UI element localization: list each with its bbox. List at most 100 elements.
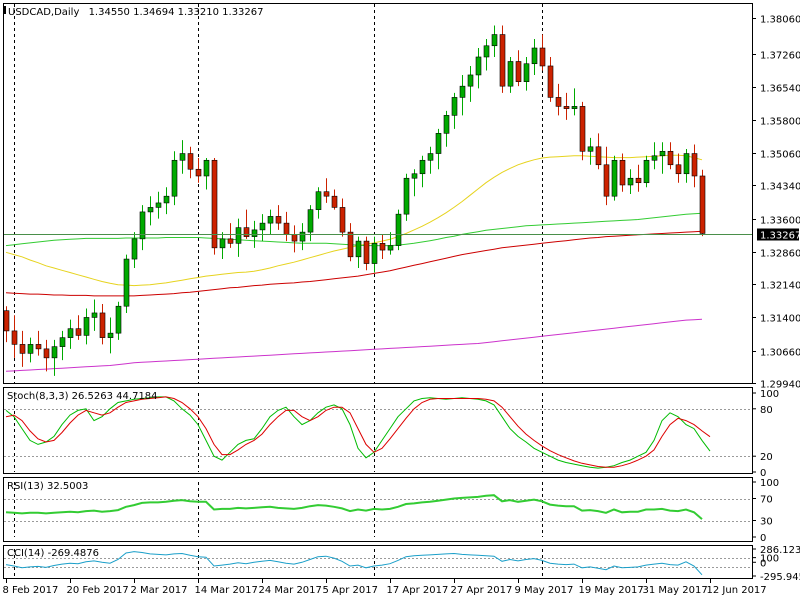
candle-body	[484, 46, 489, 57]
moving-average-line	[6, 155, 702, 285]
candle-body	[68, 329, 73, 338]
candle	[172, 151, 177, 205]
candle-body	[628, 178, 633, 185]
price-panel[interactable]: 1.380601.372601.365401.358001.350601.343…	[3, 4, 800, 391]
candle	[676, 154, 681, 183]
candle-body	[524, 64, 529, 82]
stochastic-lines	[6, 397, 710, 468]
candle	[508, 57, 513, 93]
candle	[12, 315, 17, 358]
rsi-title: RSI(13) 32.5003	[7, 481, 88, 492]
candle	[364, 237, 369, 271]
y-tick-label: 0	[760, 558, 766, 569]
candle-body	[156, 203, 161, 207]
cci-line	[6, 552, 702, 575]
candle	[356, 237, 361, 268]
candle	[180, 140, 185, 174]
cci-title: CCI(14) -269.4876	[7, 548, 99, 559]
candle	[124, 255, 129, 313]
candle-body	[148, 207, 153, 211]
candle-body	[348, 232, 353, 257]
candle-body	[492, 35, 497, 46]
candle-body	[388, 246, 393, 250]
candle-body	[516, 61, 521, 81]
candle	[4, 306, 9, 342]
x-tick-label: 9 May 2017	[515, 585, 574, 596]
candle-body	[588, 147, 593, 151]
candle-body	[508, 61, 513, 86]
candle	[324, 178, 329, 203]
candle	[52, 340, 57, 376]
candle	[612, 156, 617, 201]
y-tick-label: 100	[760, 389, 779, 400]
candle-body	[396, 214, 401, 245]
candle	[404, 174, 409, 221]
candle	[380, 234, 385, 259]
candle-body	[692, 154, 697, 176]
candle-body	[444, 115, 449, 133]
candle-body	[12, 331, 17, 344]
candle	[148, 196, 153, 225]
candle	[268, 210, 273, 235]
candle-body	[204, 160, 209, 176]
candle	[28, 338, 33, 363]
candle-body	[412, 174, 417, 178]
candle-body	[468, 75, 473, 86]
cci-panel[interactable]: 286.12391000-295.9453 CCI(14) -269.4876	[4, 545, 800, 583]
price-y-axis: 1.380601.372601.365401.358001.350601.343…	[752, 15, 800, 391]
candle-body	[180, 154, 185, 161]
candle-body	[532, 48, 537, 64]
candle-body	[436, 133, 441, 153]
candle	[604, 147, 609, 205]
candle-body	[60, 338, 65, 347]
candle	[580, 102, 585, 160]
candle	[540, 35, 545, 71]
candle	[92, 299, 97, 330]
candle-body	[172, 160, 177, 196]
candle	[340, 198, 345, 236]
candle	[332, 189, 337, 209]
period-separators	[15, 4, 543, 383]
candle	[212, 158, 217, 255]
candle-body	[476, 57, 481, 75]
candle	[620, 154, 625, 192]
x-tick-label: 12 Jun 2017	[707, 585, 767, 596]
candle-body	[364, 241, 369, 263]
candle-body	[580, 106, 585, 151]
candle	[316, 187, 321, 218]
candle-body	[500, 35, 505, 87]
candle-body	[124, 259, 129, 306]
candle-body	[132, 239, 137, 259]
candle-body	[316, 192, 321, 210]
candle	[220, 232, 225, 259]
candle-body	[228, 239, 233, 243]
candle-body	[100, 313, 105, 338]
candle	[684, 149, 689, 183]
candle-body	[676, 165, 681, 174]
candle	[660, 142, 665, 173]
cci-panel-frame	[4, 546, 753, 579]
candle	[652, 142, 657, 169]
candle-body	[668, 151, 673, 164]
candle	[420, 156, 425, 187]
candle-body	[164, 196, 169, 203]
y-tick-label: 30	[760, 517, 773, 528]
candle	[492, 26, 497, 57]
candle-body	[284, 223, 289, 234]
candle	[156, 192, 161, 219]
candle-body	[356, 241, 361, 257]
candle-body	[540, 48, 545, 66]
candle-body	[268, 216, 273, 223]
candle	[668, 142, 673, 169]
candle	[572, 88, 577, 115]
x-tick-label: 8 Feb 2017	[3, 585, 59, 596]
candle-body	[612, 160, 617, 196]
candle	[292, 225, 297, 252]
